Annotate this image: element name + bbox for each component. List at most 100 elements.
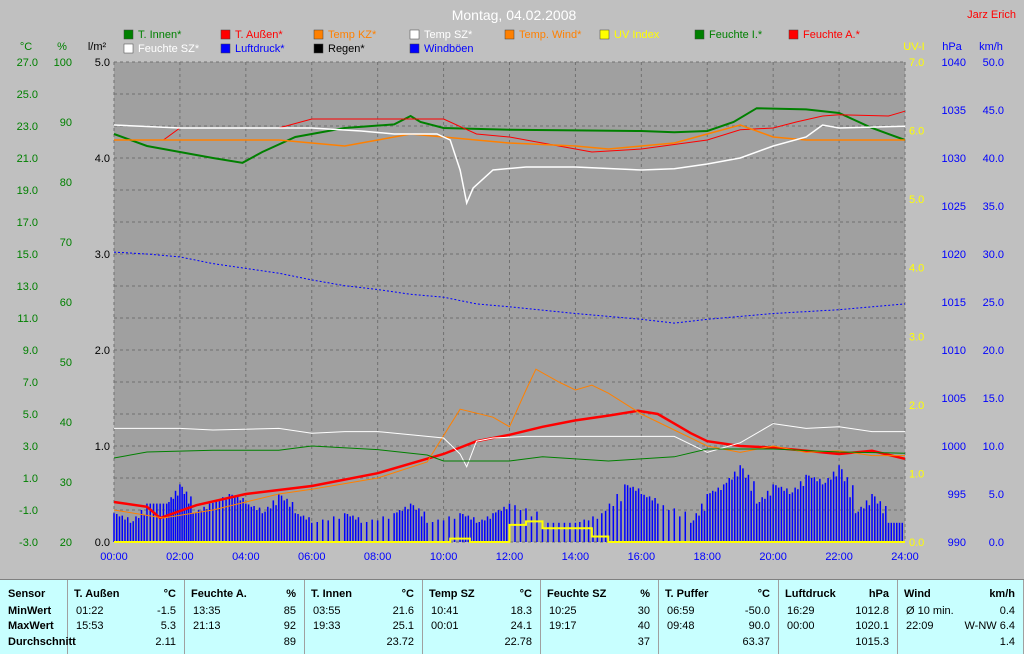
stats-panel: T. Innen °C 03:55 21.6 19:33 25.1 23.72 <box>305 580 423 654</box>
humidity-axis-tick: 90 <box>60 117 72 129</box>
rain-axis-tick: 0.0 <box>95 537 110 549</box>
pressure-axis-tick: 1010 <box>942 345 966 357</box>
pressure-axis-tick: 990 <box>948 537 966 549</box>
uv-axis-tick: 4.0 <box>909 263 924 275</box>
humidity-axis-tick: 40 <box>60 417 72 429</box>
pressure-axis-tick: 1030 <box>942 153 966 165</box>
uv-axis-tick: 2.0 <box>909 400 924 412</box>
uv-unit: UV-I <box>903 41 924 53</box>
temp-axis-tick: 27.0 <box>17 57 38 69</box>
legend-swatch <box>220 43 231 54</box>
min-time: Ø 10 min. <box>906 605 954 617</box>
min-label: MinWert <box>8 605 52 617</box>
time-tick: 24:00 <box>891 551 919 563</box>
legend-swatch <box>313 29 324 40</box>
wind-axis-tick: 50.0 <box>983 57 1004 69</box>
wind-axis-tick: 40.0 <box>983 153 1004 165</box>
min-time: 16:29 <box>787 605 815 617</box>
author-label: Jarz Erich <box>967 9 1016 21</box>
series-line-0 <box>113 107 906 164</box>
wind-axis-tick: 20.0 <box>983 345 1004 357</box>
series-line-5 <box>113 409 906 520</box>
temp-axis-tick: 1.0 <box>23 473 38 485</box>
time-tick: 04:00 <box>232 551 260 563</box>
legend-label: Feuchte A.* <box>803 29 861 41</box>
temp-axis-tick: 23.0 <box>17 121 38 133</box>
max-value: 24.1 <box>510 620 532 632</box>
min-value: 21.6 <box>392 605 414 617</box>
temp-axis-tick: 19.0 <box>17 185 38 197</box>
panel-name: T. Innen <box>311 588 352 600</box>
panel-unit: °C <box>519 588 532 600</box>
series-line-2 <box>114 124 905 150</box>
min-value: 18.3 <box>510 605 532 617</box>
max-time: 15:53 <box>76 620 104 632</box>
max-time: 00:01 <box>431 620 459 632</box>
stats-panel: T. Außen °C 01:22 -1.5 15:53 5.3 2.11 <box>68 580 185 654</box>
min-time: 01:22 <box>76 605 104 617</box>
uv-axis-tick: 6.0 <box>909 126 924 138</box>
legend-label: T. Innen* <box>138 29 182 41</box>
series-line-3 <box>113 124 906 206</box>
rain-axis-tick: 4.0 <box>95 153 110 165</box>
legend-label: Temp. Wind* <box>519 29 582 41</box>
temp-axis-tick: 21.0 <box>17 153 38 165</box>
pressure-axis-tick: 1015 <box>942 297 966 309</box>
legend-swatch <box>599 29 610 40</box>
uv-axis-tick: 1.0 <box>909 468 924 480</box>
time-tick: 16:00 <box>628 551 656 563</box>
legend-label: Feuchte I.* <box>709 29 763 41</box>
time-tick: 06:00 <box>298 551 326 563</box>
pressure-axis-tick: 1005 <box>942 393 966 405</box>
max-time: 00:00 <box>787 620 815 632</box>
min-value: -1.5 <box>157 605 176 617</box>
pressure-axis-tick: 1000 <box>942 441 966 453</box>
pressure-axis-tick: 1035 <box>942 105 966 117</box>
series-line-4 <box>113 251 906 324</box>
panel-name: T. Außen <box>74 588 120 600</box>
legend-label: Temp SZ* <box>424 29 473 41</box>
avg-value: 89 <box>283 636 296 648</box>
humidity-axis-tick: 100 <box>54 57 72 69</box>
stats-panel: Feuchte SZ% 10:25 30 19:17 40 37 <box>541 580 659 654</box>
humidity-unit: % <box>57 41 67 53</box>
panel-name: Wind <box>904 588 931 600</box>
panel-unit: °C <box>163 588 176 600</box>
legend: T. Innen* T. Außen* Temp KZ* Temp SZ* Temp. … <box>123 29 861 55</box>
panel-unit: km/h <box>989 588 1015 600</box>
temp-axis-tick: 25.0 <box>17 89 38 101</box>
temp-axis-tick: 13.0 <box>17 281 38 293</box>
panel-name: T. Puffer <box>665 588 709 600</box>
time-tick: 02:00 <box>166 551 194 563</box>
humidity-axis-tick: 50 <box>60 357 72 369</box>
time-tick: 22:00 <box>825 551 853 563</box>
series-line-7 <box>114 423 905 469</box>
min-time: 06:59 <box>667 605 695 617</box>
sensor-label: Sensor <box>8 588 46 600</box>
time-tick: 14:00 <box>562 551 590 563</box>
panel-unit: % <box>286 588 296 600</box>
wind-axis-tick: 5.0 <box>989 489 1004 501</box>
temp-axis-tick: 11.0 <box>17 313 38 325</box>
series-layer <box>113 107 906 543</box>
pressure-axis-tick: 1020 <box>942 249 966 261</box>
min-time: 10:41 <box>431 605 459 617</box>
pressure-unit: hPa <box>942 41 962 53</box>
pressure-axis-tick: 995 <box>948 489 966 501</box>
temp-axis-tick: 7.0 <box>23 377 38 389</box>
min-time: 13:35 <box>193 605 221 617</box>
wind-axis-tick: 45.0 <box>983 105 1004 117</box>
stats-table: Sensor MinWert MaxWert Durchschnitt T. A… <box>0 579 1024 654</box>
uv-axis-tick: 5.0 <box>909 194 924 206</box>
uv-axis-tick: 7.0 <box>909 57 924 69</box>
max-value: 1020.1 <box>855 620 889 632</box>
min-time: 03:55 <box>313 605 341 617</box>
series-line-8 <box>113 445 906 462</box>
avg-value: 37 <box>637 636 650 648</box>
series-line-6 <box>113 368 905 519</box>
legend-swatch <box>220 29 231 40</box>
legend-swatch <box>504 29 515 40</box>
min-value: 30 <box>637 605 650 617</box>
min-value: 85 <box>283 605 296 617</box>
time-tick: 00:00 <box>100 551 128 563</box>
